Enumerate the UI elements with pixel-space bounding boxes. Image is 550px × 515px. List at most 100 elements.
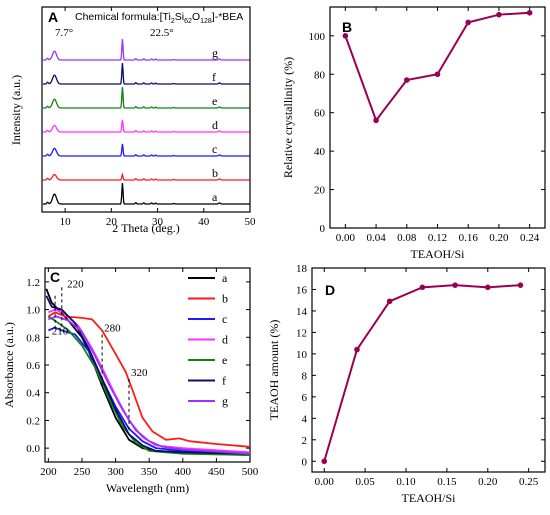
- panel-d-y-tick-label: 10: [296, 349, 308, 361]
- panel-d-y-tick-label: 8: [302, 370, 308, 382]
- panel-b-data-point: [496, 11, 502, 18]
- panel-a-x-tick-label: 50: [245, 216, 257, 228]
- panel-c-legend-label: a: [222, 271, 228, 285]
- panel-d-y-axis-label: TEAOH amount (%): [267, 320, 281, 421]
- panel-c-annotation: 220: [67, 278, 84, 290]
- panel-a-annotation-peak1: 7.7°: [55, 27, 73, 39]
- panel-b-x-tick-label: 0.24: [520, 232, 540, 244]
- panel-b-y-tick-label: 100: [309, 31, 326, 43]
- panel-a-series-label: g: [212, 46, 218, 60]
- panel-c-x-tick-label: 250: [74, 466, 91, 478]
- panel-c-legend-label: g: [222, 394, 228, 408]
- panel-c-legend-label: c: [222, 312, 227, 326]
- panel-b-y-tick-label: 0: [320, 223, 326, 235]
- panel-a-frame: [41, 6, 251, 213]
- panel-c-x-tick-label: 500: [242, 466, 259, 478]
- panel-a-series-label: e: [212, 94, 217, 108]
- panel-c-x-axis-label: Wavelength (nm): [106, 481, 189, 495]
- panel-b: 0.00 0.04 0.08 0.12 0.16 0.20 0.24 0 20 40 60 80 100…: [281, 6, 546, 261]
- panel-b-y-tick-label: 20: [314, 185, 326, 197]
- panel-d-data-point: [354, 346, 360, 353]
- panel-c: 200 250 300 350 400 450 500 0.0 0.2 0.4 0.6 0.8 1.0 1…: [2, 267, 259, 495]
- panel-d-y-tick-label: 18: [296, 263, 308, 275]
- panel-a-series-b: [42, 172, 250, 181]
- panel-a-series-g: [42, 39, 250, 61]
- panel-a-panel-letter: A: [48, 9, 58, 25]
- panel-b-data-point: [403, 77, 410, 83]
- panel-c-y-axis-label: Absorbance (a.u.): [2, 322, 16, 408]
- panel-a-series-label: c: [212, 142, 217, 156]
- panel-c-y-tick-label: 0.4: [26, 388, 40, 400]
- panel-d-series-line: [323, 284, 521, 462]
- panel-c-x-tick-label: 400: [175, 466, 192, 478]
- panel-d-data-point: [452, 282, 458, 288]
- panel-b-y-tick-label: 60: [314, 108, 326, 120]
- panel-c-series-c: [48, 326, 251, 455]
- panel-d-y-tick-label: 6: [302, 392, 308, 404]
- panel-c-series-f: [45, 295, 251, 455]
- panel-a-x-axis-label: 2 Theta (deg.): [112, 221, 179, 235]
- panel-b-x-tick-label: 0.16: [459, 232, 479, 244]
- panel-a-x-tick-label: 30: [152, 216, 164, 228]
- panel-c-y-tick-label: 0.8: [26, 332, 40, 344]
- panel-d-y-tick-label: 14: [296, 306, 308, 318]
- panel-d-x-tick-label: 0.20: [478, 476, 498, 488]
- panel-d-frame: [311, 267, 546, 473]
- panel-c-legend-label: f: [222, 374, 226, 388]
- panel-a-series-a: [42, 183, 250, 205]
- panel-c-y-tick-label: 0.0: [26, 443, 40, 455]
- panel-c-x-tick-label: 200: [40, 466, 57, 478]
- panel-b-x-tick-label: 0.08: [397, 232, 417, 244]
- panel-d-y-tick-label: 16: [296, 284, 308, 296]
- panel-b-data-point: [526, 9, 533, 16]
- panel-b-x-axis-label: TEAOH/Si: [411, 247, 466, 261]
- panel-a-series-label: d: [212, 118, 218, 132]
- panel-a-series-c: [42, 143, 250, 157]
- panel-a-series-label: f: [212, 70, 216, 84]
- panel-b-x-tick-label: 0.04: [366, 232, 386, 244]
- panel-c-frame: [44, 267, 251, 463]
- panel-d-y-tick-label: 12: [296, 327, 307, 339]
- panel-d-data-point: [321, 458, 328, 465]
- panel-b-series-line: [344, 11, 530, 123]
- panel-c-legend-label: d: [222, 333, 228, 347]
- panel-d-data-point: [484, 284, 491, 291]
- panel-b-data-point: [434, 71, 441, 78]
- panel-b-data-point: [465, 19, 472, 26]
- panel-c-annotation: 320: [131, 367, 148, 379]
- panel-a-y-axis-label: Intensity (a.u.): [9, 75, 23, 145]
- panel-b-data-point: [373, 117, 379, 124]
- panel-a-series-d: [42, 119, 250, 133]
- panel-d-x-tick-label: 0.25: [519, 476, 539, 488]
- panel-b-x-tick-label: 0.20: [489, 232, 509, 244]
- panel-b-x-tick-label: 0.00: [336, 232, 356, 244]
- panel-a-annotation-peak2: 22.5°: [150, 27, 174, 39]
- panel-d-y-tick-label: 4: [302, 413, 308, 425]
- panel-d-data-point: [419, 284, 426, 291]
- panel-c-y-tick-label: 0.2: [26, 415, 40, 427]
- panel-c-annotation: 210: [52, 326, 69, 338]
- panel-d-y-tick-label: 0: [302, 456, 308, 468]
- panel-c-annotation: 280: [104, 323, 121, 335]
- panel-c-y-tick-label: 1.2: [26, 277, 40, 289]
- panel-a-series-label: a: [212, 190, 218, 204]
- panel-c-legend-label: b: [222, 292, 228, 306]
- panel-c-series-g: [48, 315, 251, 455]
- panel-c-x-tick-label: 350: [141, 466, 158, 478]
- panel-d-x-tick-label: 0.00: [315, 476, 335, 488]
- panel-b-y-tick-label: 40: [314, 146, 326, 158]
- panel-b-x-tick-label: 0.12: [428, 232, 447, 244]
- panel-c-x-tick-label: 300: [107, 466, 124, 478]
- panel-d-panel-letter: D: [325, 282, 335, 298]
- panel-c-y-tick-label: 1.0: [26, 305, 40, 317]
- panel-a-series-label: b: [212, 166, 218, 180]
- panel-c-legend-label: e: [222, 353, 227, 367]
- panel-d-x-tick-label: 0.10: [396, 476, 416, 488]
- panel-c-x-tick-label: 450: [208, 466, 225, 478]
- panel-d-data-point: [386, 298, 393, 305]
- panel-d-x-tick-label: 0.15: [437, 476, 457, 488]
- panel-d-x-axis-label: TEAOH/Si: [402, 491, 457, 505]
- panel-b-y-tick-label: 80: [314, 69, 326, 81]
- panel-c-series-a: [45, 288, 251, 456]
